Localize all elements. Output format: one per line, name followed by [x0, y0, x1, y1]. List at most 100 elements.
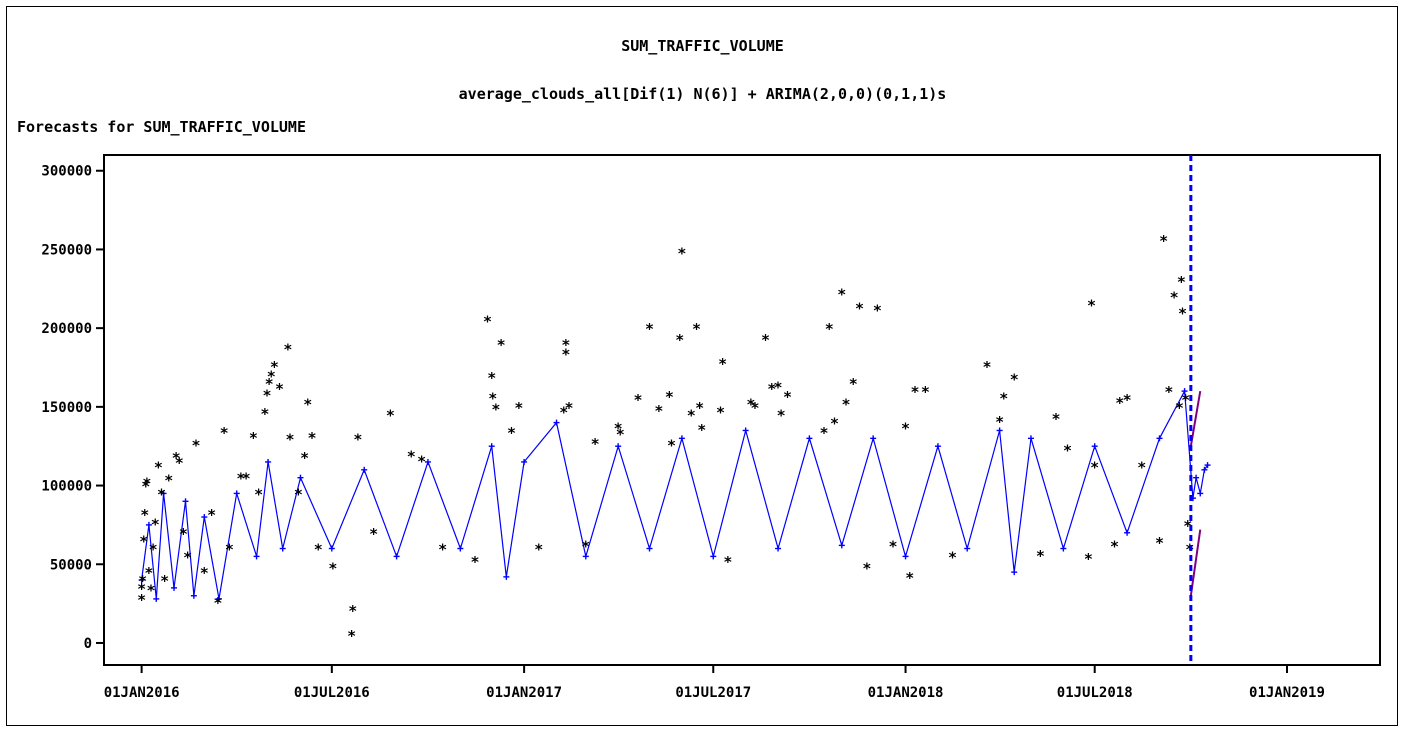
actual-point: *: [901, 419, 910, 437]
actual-point: *: [157, 485, 166, 503]
predicted-point: [253, 553, 260, 560]
actual-point: *: [855, 300, 864, 318]
actual-point: *: [191, 437, 200, 455]
plot-area: [103, 154, 1381, 666]
actual-point: *: [407, 448, 416, 466]
actual-point: *: [487, 369, 496, 387]
actual-point: *: [164, 471, 173, 489]
predicted-point: [775, 545, 782, 552]
predicted-point: [215, 595, 222, 602]
actual-point: *: [761, 331, 770, 349]
y-axis: 0 50000 100000 150000 200000 250000 300000: [41, 164, 104, 652]
actual-point: *: [999, 389, 1008, 407]
actual-point: *: [160, 572, 169, 590]
actual-point: *: [1052, 410, 1061, 428]
actual-point: *: [616, 426, 625, 444]
actual-point: *: [172, 449, 181, 467]
actual-point: *: [665, 388, 674, 406]
predicted-point: [806, 435, 813, 442]
actual-point: *: [983, 358, 992, 376]
actual-point: *: [300, 449, 309, 467]
predicted-point: [902, 553, 909, 560]
actual-point: *: [767, 380, 776, 398]
actual-point: *: [1183, 517, 1192, 535]
actual-point: *: [774, 378, 783, 396]
predicted-series: [138, 388, 1211, 602]
actual-point: *: [260, 405, 269, 423]
actual-point: *: [723, 553, 732, 571]
x-axis: 01JAN2016 01JUL2016 01JAN2017 01JUL2017 01JA…: [104, 665, 1325, 701]
predicted-point: [457, 545, 464, 552]
actual-point: *: [141, 478, 150, 496]
y-tick-label: 250000: [41, 242, 92, 258]
actual-point: *: [242, 470, 251, 488]
actual-point: *: [303, 396, 312, 414]
predicted-point: [1193, 474, 1200, 481]
upper-limit: [1189, 390, 1202, 447]
predicted-point: [996, 427, 1003, 434]
actual-point: *: [263, 386, 272, 404]
actual-point: *: [581, 537, 590, 555]
actual-point: *: [267, 367, 276, 385]
actual-point: *: [142, 474, 151, 492]
actual-point: *: [347, 627, 356, 645]
actual-point: *: [1123, 391, 1132, 409]
actual-point: *: [1090, 459, 1099, 477]
actual-point: *: [417, 452, 426, 470]
actual-point: *: [225, 541, 234, 559]
actual-point: *: [948, 548, 957, 566]
actual-point: *: [825, 320, 834, 338]
actual-point: *: [841, 396, 850, 414]
actual-point: *: [654, 402, 663, 420]
actual-point: *: [1110, 537, 1119, 555]
actual-point: *: [849, 375, 858, 393]
actual-point: *: [483, 312, 492, 330]
actual-point: *: [675, 331, 684, 349]
actual-point: *: [1036, 547, 1045, 565]
predicted-point: [233, 490, 240, 497]
actual-point: *: [1170, 289, 1179, 307]
predicted-point: [361, 466, 368, 473]
actual-point: *: [286, 430, 295, 448]
actual-point: *: [149, 541, 158, 559]
actual-point: *: [470, 553, 479, 571]
y-tick-label: 300000: [41, 164, 92, 180]
actual-point: *: [718, 355, 727, 373]
predicted-point: [582, 553, 589, 560]
predicted-point: [171, 584, 178, 591]
y-tick-label: 0: [84, 636, 92, 652]
y-tick-label: 50000: [50, 557, 92, 573]
actual-point: *: [1087, 297, 1096, 315]
predicted-point: [964, 545, 971, 552]
actual-point: *: [1177, 273, 1186, 291]
actual-point: *: [783, 388, 792, 406]
predicted-point: [870, 435, 877, 442]
actual-point: *: [353, 430, 362, 448]
actual-point: *: [692, 320, 701, 338]
predicted-point: [190, 592, 197, 599]
predicted-point: [1091, 443, 1098, 450]
actual-point: *: [716, 404, 725, 422]
actual-point: *: [137, 591, 146, 609]
x-tick-label: 01JUL2018: [1057, 685, 1133, 701]
predicted-point: [646, 545, 653, 552]
predicted-point: [488, 443, 495, 450]
predicted-point: [1181, 388, 1188, 395]
actual-point: *: [369, 525, 378, 543]
actual-point: *: [1155, 534, 1164, 552]
actual-point: *: [820, 424, 829, 442]
actual-series: * * * * * * * * * * * * * * * * * * * * * * * * * * * * * * * * * * * * * * * *…: [137, 232, 1194, 645]
actual-point: *: [140, 506, 149, 524]
predicted-point: [328, 545, 335, 552]
actual-point: *: [921, 383, 930, 401]
actual-point: *: [862, 559, 871, 577]
actual-point: *: [236, 470, 245, 488]
predicted-point: [265, 458, 272, 465]
actual-point: *: [1137, 459, 1146, 477]
actual-point: *: [179, 525, 188, 543]
actual-point: *: [307, 429, 316, 447]
actual-point: *: [183, 548, 192, 566]
predicted-point: [1156, 435, 1163, 442]
predicted-point: [521, 458, 528, 465]
chart-heading: Forecasts for SUM_TRAFFIC_VOLUME: [17, 118, 306, 136]
